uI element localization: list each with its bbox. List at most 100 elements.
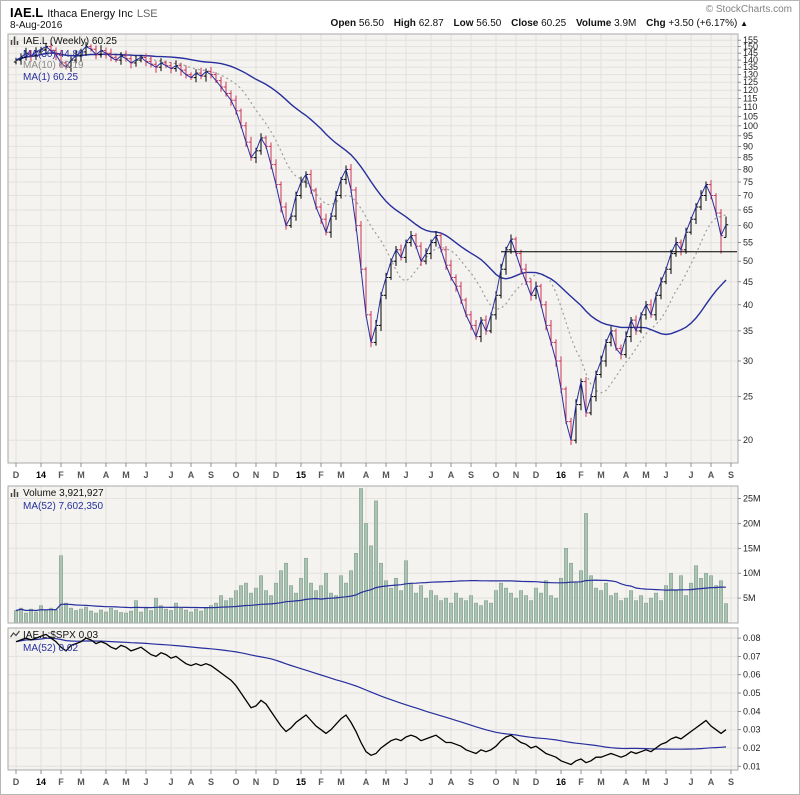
month-label: S [468,470,474,480]
copyright: © StockCharts.com [705,4,792,15]
volume-bar [539,592,543,624]
volume-bar [79,608,83,624]
volume-bar [699,577,703,624]
volume-bar [579,570,583,624]
pane-border [7,627,739,771]
price-legend-ma1: MA(1) 60.25 [23,71,79,83]
month-label: M [77,470,85,480]
price-legend-title: IAE.L (Weekly) 60.25 [23,36,117,47]
volume-legend: Volume 3,921,927 MA(52) 7,602,350 [10,488,104,512]
volume-bar [674,590,678,624]
volume-bar [104,611,108,624]
volume-bar [59,555,63,624]
volume-bar [584,513,588,624]
volume-bar [149,610,153,624]
volume-bar [564,548,568,624]
volume-bar [194,608,198,624]
volume-bar [264,590,268,624]
volume-bar [479,605,483,624]
month-label: D [13,777,20,787]
month-label: N [253,470,260,480]
volume-bar [304,557,308,624]
volume-bar [609,595,613,624]
volume-bar [454,592,458,624]
volume-bar [619,600,623,624]
volume-bar [529,600,533,624]
month-label: D [13,470,20,480]
volume-bar [444,597,448,624]
volume-bar [84,606,88,624]
month-label: F [58,470,64,480]
volume-bar [439,600,443,624]
price-axis-label: 20 [743,435,753,445]
month-label: M [122,777,130,787]
volume-bar [314,590,318,624]
volume-bar [514,597,518,624]
volume-bar [359,488,363,624]
volume-bar [554,597,558,624]
price-axis-label: 135 [743,62,758,72]
price-axis-label: 90 [743,141,753,151]
volume-bar [429,590,433,624]
month-label: D [533,777,540,787]
month-label: M [122,470,130,480]
volume-bar [624,597,628,624]
month-label: J [688,777,693,787]
month-label: M [642,777,650,787]
month-label: A [623,777,630,787]
month-label: A [623,470,630,480]
month-label: J [403,470,408,480]
volume-bar [499,582,503,624]
volume-bar [549,595,553,624]
month-label: A [708,470,715,480]
volume-bar [389,587,393,624]
price-axis-label: 150 [743,42,758,52]
volume-bar [99,609,103,624]
price-axis-label: 60 [743,221,753,231]
year-label: 15 [296,470,306,480]
volume-bar [404,560,408,624]
volume-bar [284,562,288,624]
ratio-legend-title: IAE.L:$SPX 0.03 [23,630,99,641]
volume-bar [524,595,528,624]
volume-bar [364,523,368,624]
month-label: M [337,470,345,480]
volume-axis-label: 10M [743,568,761,578]
ratio-axis-label: 0.07 [743,651,761,661]
volume-ma-line [15,579,727,612]
volume-bar [644,602,648,624]
volume-bar [374,500,378,624]
volume-axis-label: 20M [743,518,761,528]
volume-bar [409,582,413,624]
quote-high-label: High [393,18,416,29]
pane-background [8,486,738,623]
volume-bar [604,582,608,624]
ratio-legend-ma52: MA(52) 0.02 [23,642,79,654]
volume-bar [144,607,148,624]
volume-bar [54,609,58,624]
quote-chg-value: +3.50 (+6.17%) [668,18,738,29]
month-label: O [232,777,239,787]
volume-bar [649,597,653,624]
company-name: Ithaca Energy Inc [47,8,133,20]
month-label: S [728,777,734,787]
price-axis-label: 140 [743,55,758,65]
price-axis-label: 95 [743,131,753,141]
volume-bar [294,592,298,624]
month-label: A [448,777,455,787]
month-label: A [188,470,195,480]
ma30-line [15,52,727,336]
volume-bar [154,597,158,624]
price-axis-label: 130 [743,70,758,80]
volume-bar [414,592,418,624]
pane-border [7,485,739,624]
volume-bar [659,600,663,624]
volume-bar [664,585,668,624]
volume-bar [279,570,283,624]
month-label: F [318,470,324,480]
quote-volume-value: 3.9M [614,18,637,29]
quote-low-label: Low [453,18,474,29]
month-label: O [232,470,239,480]
exchange: LSE [136,8,158,20]
volume-bar [634,600,638,624]
